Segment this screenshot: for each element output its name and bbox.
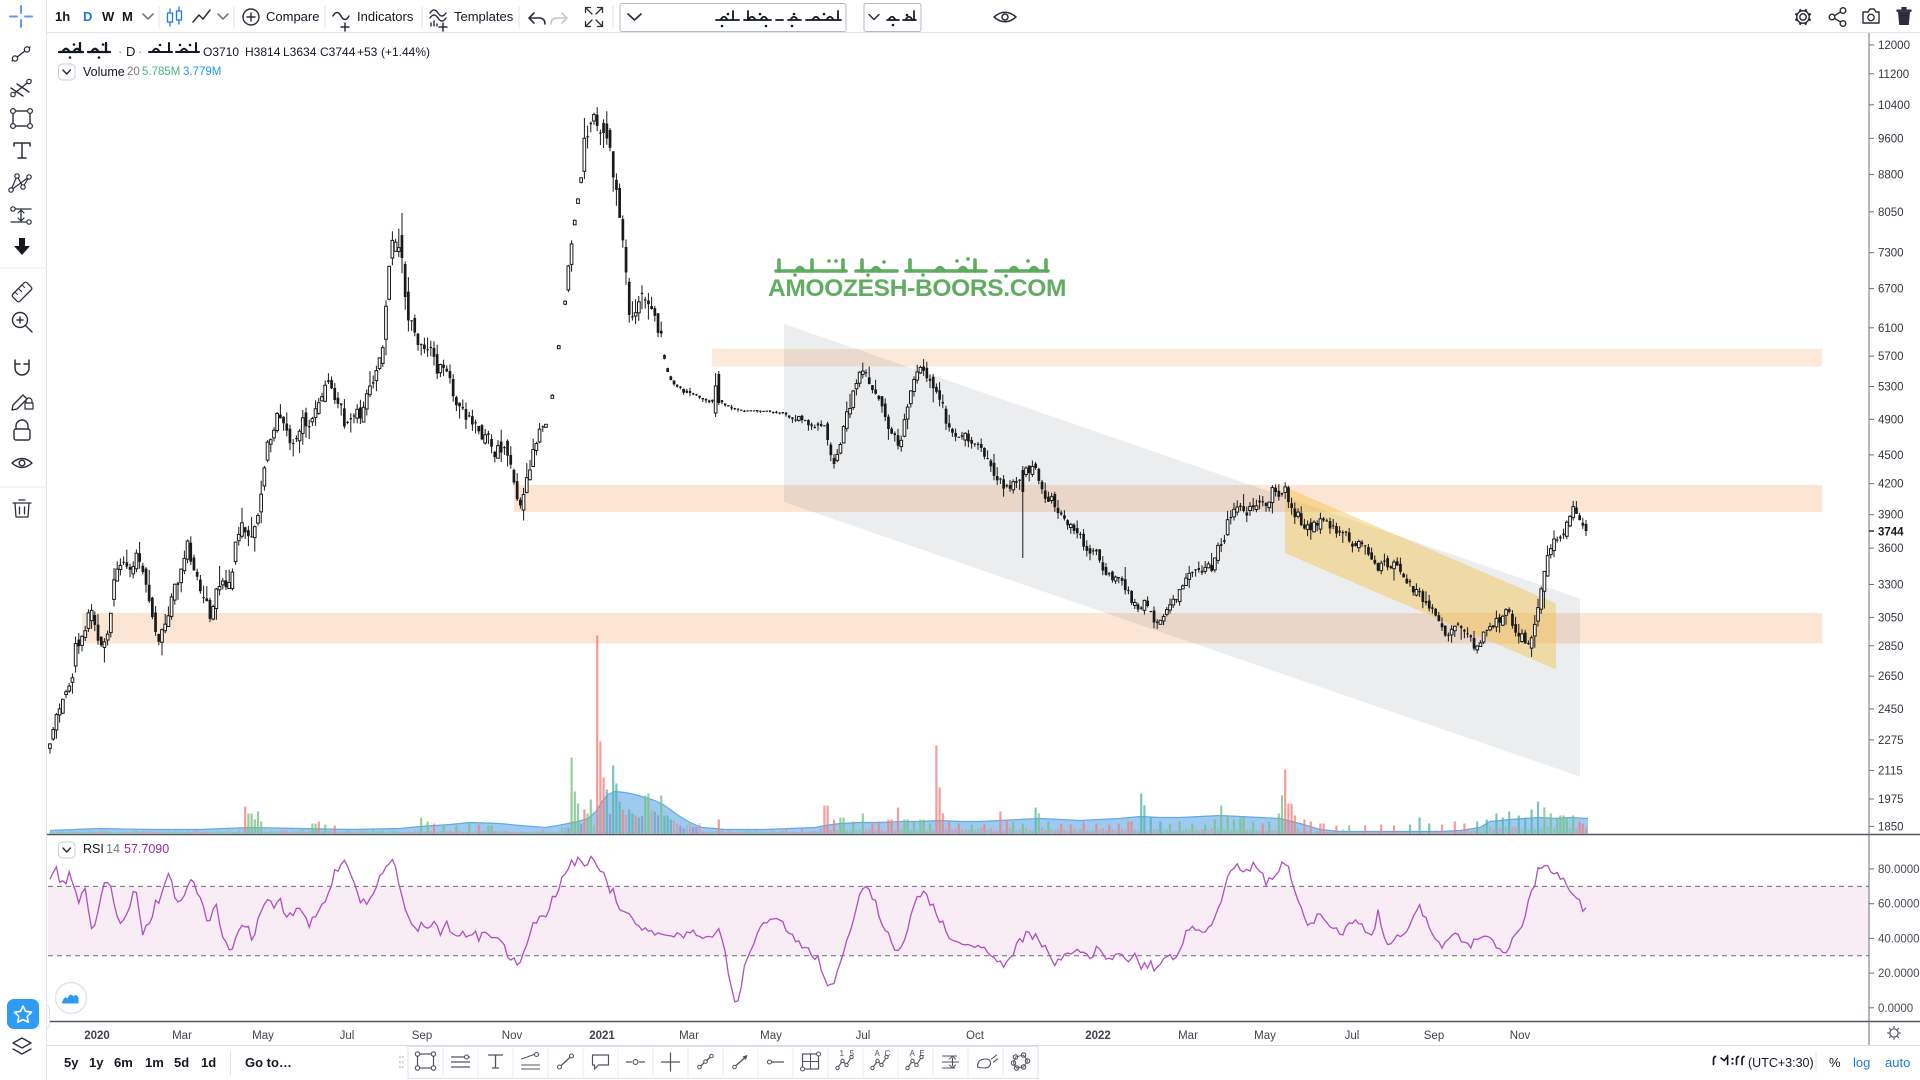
svg-text:2275: 2275: [1878, 735, 1904, 747]
svg-text:AMOOZESH-BOORS.COM: AMOOZESH-BOORS.COM: [768, 275, 1066, 302]
svg-text:5700: 5700: [1878, 351, 1904, 363]
svg-text:60.0000: 60.0000: [1878, 899, 1920, 911]
svg-text:2650: 2650: [1878, 671, 1904, 683]
svg-text:A: A: [910, 1049, 916, 1058]
svg-text:2022: 2022: [1085, 1030, 1111, 1042]
svg-text:80.0000: 80.0000: [1878, 864, 1920, 876]
svg-text:Oct: Oct: [966, 1030, 985, 1042]
svg-text:6700: 6700: [1878, 284, 1904, 296]
svg-text:Nov: Nov: [1510, 1030, 1531, 1042]
svg-text:11200: 11200: [1878, 69, 1909, 81]
svg-text:2020: 2020: [84, 1030, 110, 1042]
svg-text:E: E: [920, 1049, 925, 1058]
svg-text:2115: 2115: [1878, 765, 1903, 777]
svg-text:1975: 1975: [1878, 794, 1904, 806]
svg-text:May: May: [760, 1030, 782, 1042]
svg-text:4900: 4900: [1878, 414, 1904, 426]
svg-text:6100: 6100: [1878, 323, 1904, 335]
svg-text:4200: 4200: [1878, 479, 1904, 491]
svg-text:Sep: Sep: [412, 1030, 432, 1042]
svg-text:12000: 12000: [1878, 40, 1910, 52]
svg-text:40.0000: 40.0000: [1878, 933, 1920, 945]
svg-text:0.0000: 0.0000: [1878, 1003, 1913, 1015]
svg-text:9600: 9600: [1878, 133, 1904, 145]
svg-text:2850: 2850: [1878, 641, 1904, 653]
svg-text:Mar: Mar: [679, 1030, 699, 1042]
svg-text:3300: 3300: [1878, 580, 1904, 592]
svg-text:1850: 1850: [1878, 821, 1904, 833]
svg-text:C: C: [885, 1049, 891, 1058]
svg-text:5: 5: [850, 1049, 855, 1058]
svg-text:A: A: [875, 1049, 881, 1058]
svg-text:3744: 3744: [1878, 527, 1904, 539]
svg-text:8050: 8050: [1878, 207, 1904, 219]
svg-text:8800: 8800: [1878, 170, 1904, 182]
svg-text:Nov: Nov: [502, 1030, 523, 1042]
svg-text:Mar: Mar: [172, 1030, 192, 1042]
svg-text:5300: 5300: [1878, 382, 1904, 394]
svg-text:May: May: [252, 1030, 274, 1042]
svg-text:2021: 2021: [589, 1030, 615, 1042]
svg-text:Jul: Jul: [856, 1030, 871, 1042]
svg-text:3900: 3900: [1878, 510, 1904, 522]
svg-text:Mar: Mar: [1178, 1030, 1198, 1042]
svg-text:4500: 4500: [1878, 450, 1904, 462]
svg-text:2450: 2450: [1878, 704, 1904, 716]
svg-text:3050: 3050: [1878, 612, 1904, 624]
svg-text:10400: 10400: [1878, 100, 1910, 112]
svg-text:May: May: [1254, 1030, 1276, 1042]
svg-text:20.0000: 20.0000: [1878, 968, 1920, 980]
svg-text:Jul: Jul: [340, 1030, 355, 1042]
svg-text:1: 1: [840, 1049, 845, 1058]
svg-text:3600: 3600: [1878, 543, 1904, 555]
svg-text:Sep: Sep: [1424, 1030, 1444, 1042]
svg-text:Jul: Jul: [1345, 1030, 1360, 1042]
svg-text:7300: 7300: [1878, 248, 1904, 260]
